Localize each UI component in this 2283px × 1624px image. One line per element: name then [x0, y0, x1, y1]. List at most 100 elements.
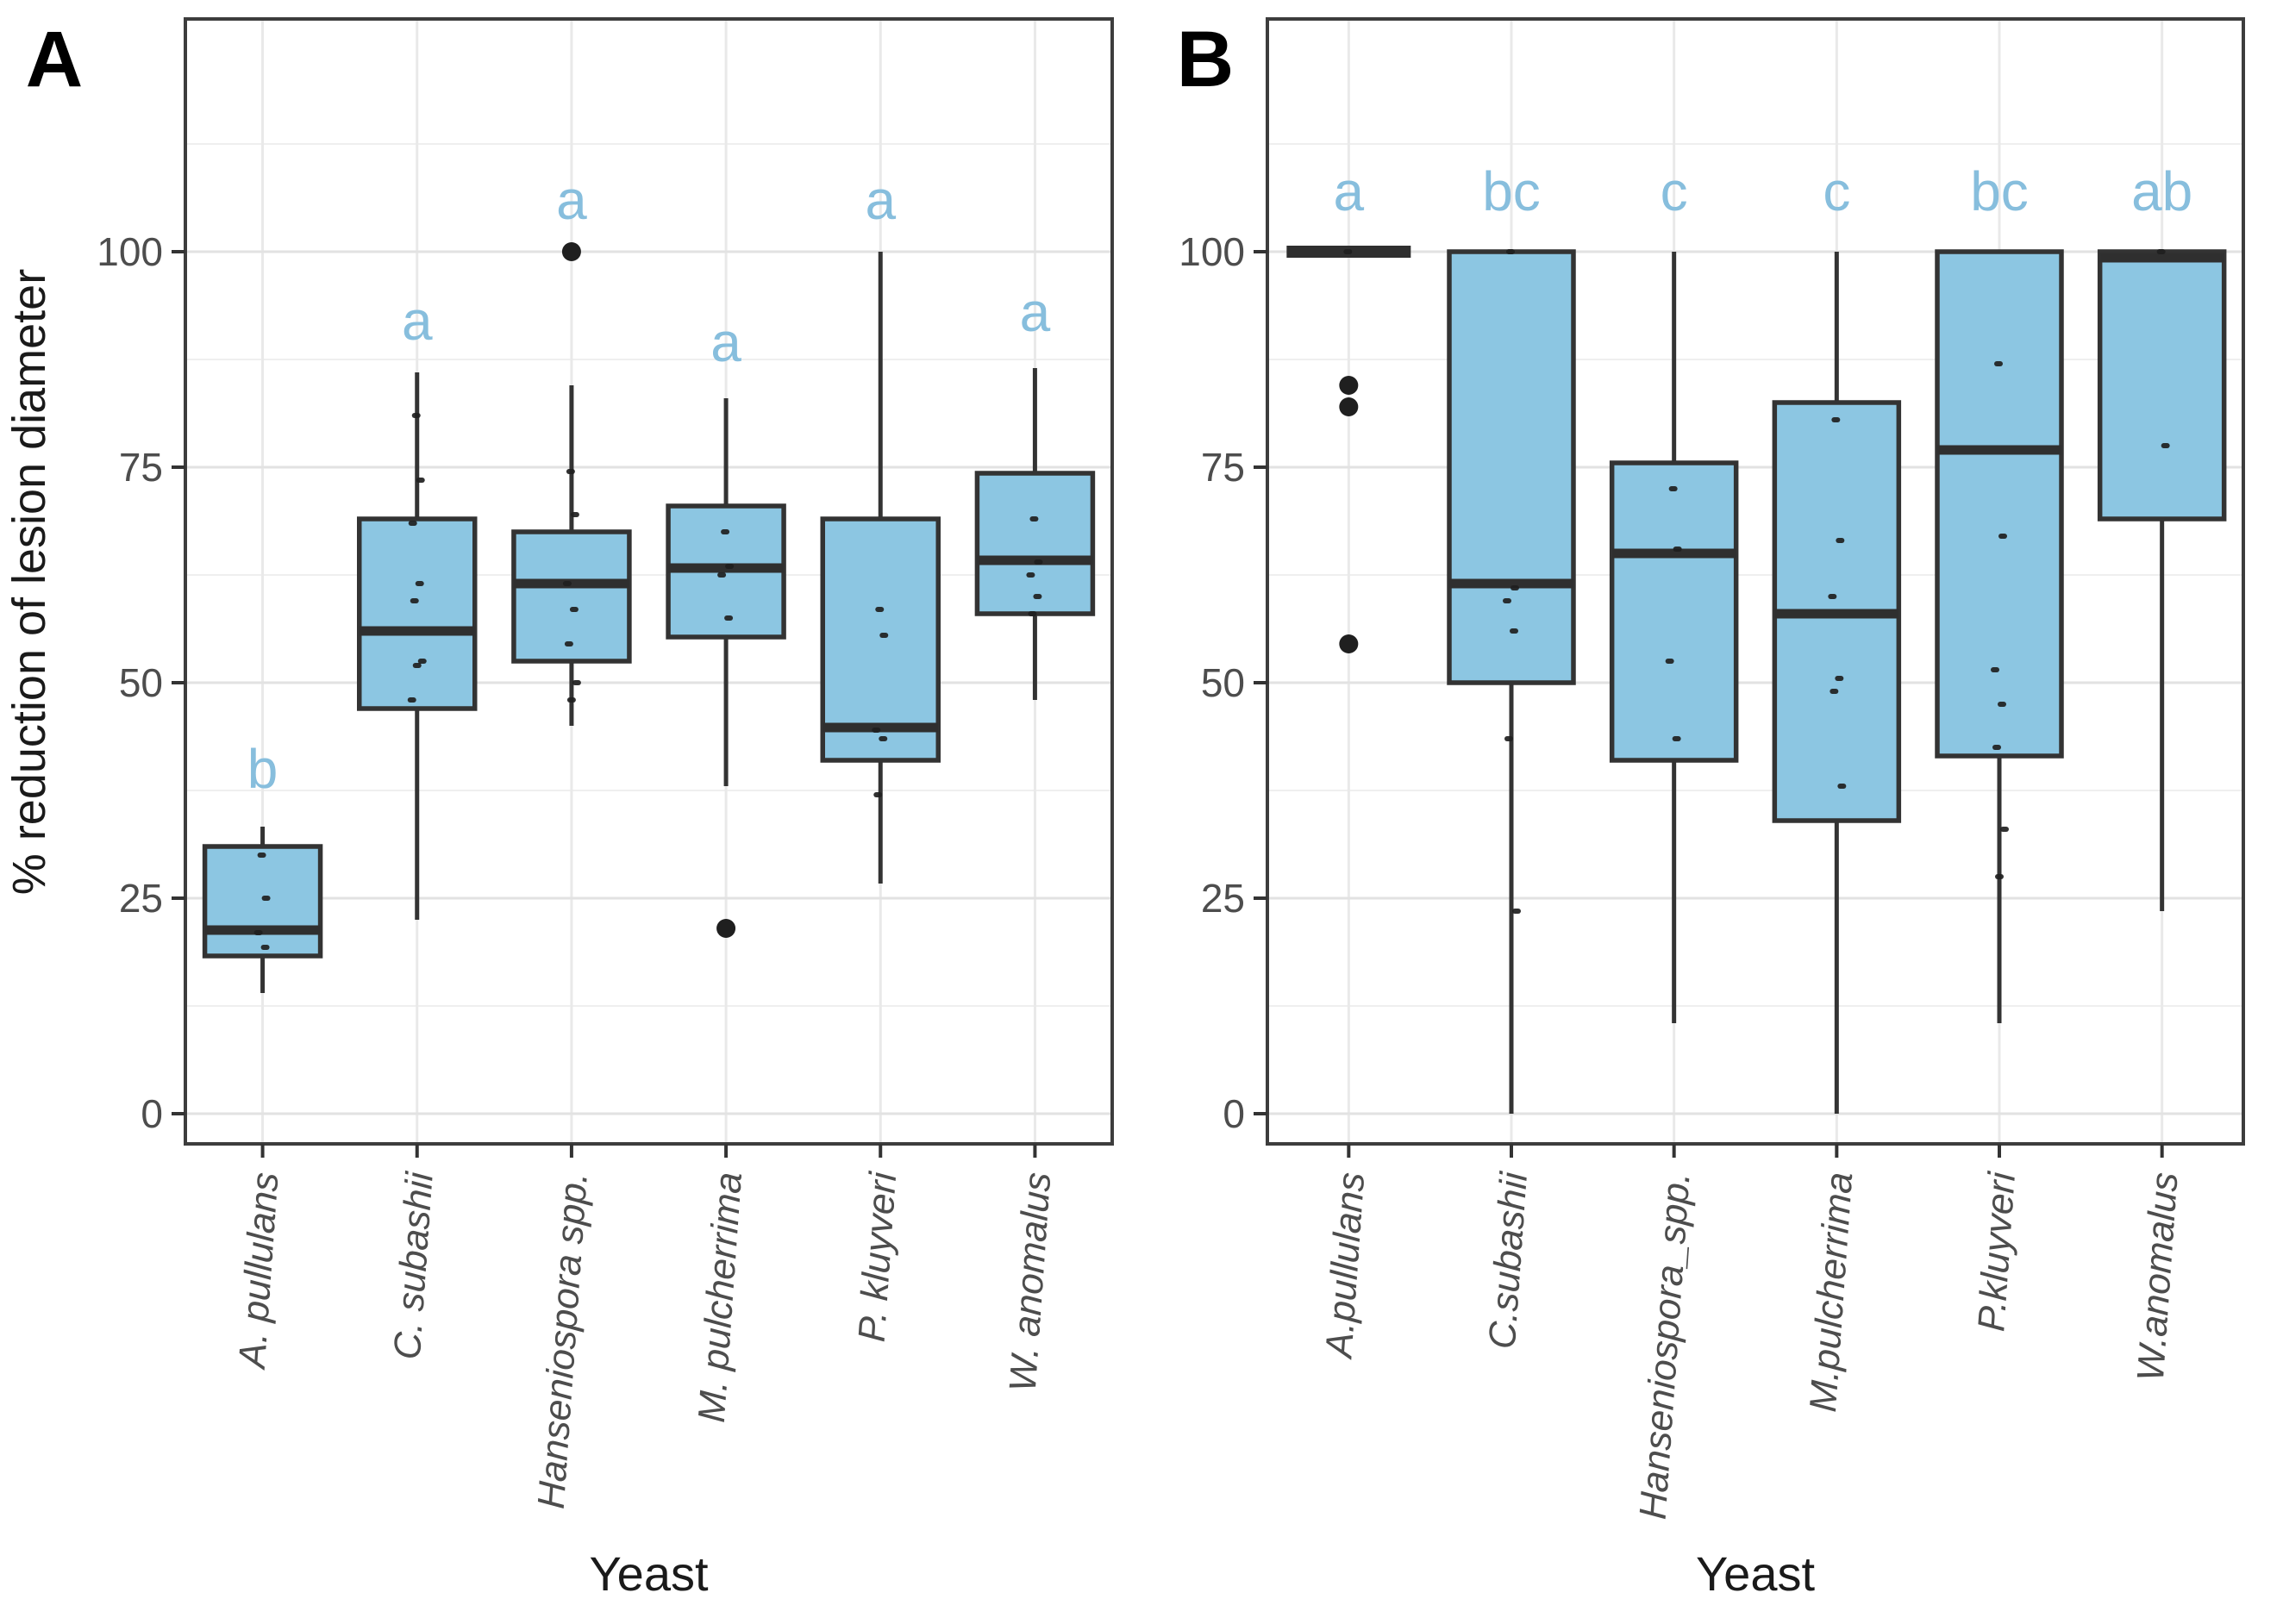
- significance-letter: b: [247, 738, 278, 800]
- box-iqr: [2097, 249, 2227, 522]
- x-tick-label: M. pulcherrima: [691, 1171, 750, 1424]
- jitter-point: [725, 564, 735, 569]
- jitter-point: [416, 478, 425, 483]
- boxplot-group-w-anomalus: a: [974, 281, 1096, 700]
- jitter-point: [1029, 516, 1039, 522]
- jitter-point: [564, 641, 573, 646]
- jitter-point: [1830, 689, 1839, 694]
- jitter-point: [417, 659, 427, 664]
- jitter-point: [1504, 736, 1513, 741]
- boxplot-group-m-pulcherrima: c: [1772, 160, 1902, 1114]
- x-tick-label: Hanseniospora spp.: [530, 1171, 596, 1510]
- outlier-dot: [1339, 634, 1359, 653]
- significance-letter: a: [556, 169, 587, 231]
- jitter-point: [257, 853, 266, 858]
- jitter-point: [1033, 594, 1042, 599]
- jitter-point: [879, 736, 888, 741]
- x-tick-label: M.pulcherrima: [1802, 1171, 1861, 1413]
- jitter-point: [562, 581, 572, 586]
- x-tick-label: C.subashii: [1481, 1170, 1536, 1351]
- x-tick-label: C. subashii: [386, 1170, 441, 1361]
- jitter-point: [1506, 249, 1515, 254]
- significance-letter: ab: [2131, 160, 2192, 222]
- jitter-point: [1512, 909, 1521, 914]
- significance-letter: a: [1020, 281, 1051, 343]
- jitter-point: [408, 521, 417, 526]
- panel-tag-A: A: [26, 16, 83, 103]
- jitter-point: [407, 697, 416, 703]
- y-tick-label: 100: [97, 229, 163, 274]
- jitter-point: [253, 930, 263, 935]
- y-tick-label: 25: [119, 876, 163, 921]
- jitter-point: [412, 663, 422, 668]
- box-iqr: [202, 844, 323, 959]
- y-tick-label: 25: [1201, 876, 1245, 921]
- significance-letter: bc: [1970, 160, 2029, 222]
- y-tick-label: 75: [119, 445, 163, 490]
- jitter-point: [2156, 249, 2166, 254]
- jitter-point: [260, 945, 270, 950]
- jitter-point: [410, 598, 419, 603]
- jitter-point: [1026, 572, 1035, 578]
- significance-letter: c: [1823, 160, 1850, 222]
- box-iqr: [1935, 249, 2064, 759]
- jitter-point: [566, 469, 575, 474]
- x-tick-label: P.kluyveri: [1970, 1170, 2023, 1333]
- jitter-point: [1828, 594, 1837, 599]
- boxplot-group-hanseniospora-spp-: a: [511, 169, 632, 726]
- jitter-point: [1998, 534, 2007, 539]
- box-iqr: [1609, 460, 1739, 763]
- jitter-point: [873, 792, 883, 797]
- jitter-point: [2161, 443, 2170, 448]
- jitter-point: [1995, 874, 2004, 879]
- jitter-point: [1665, 659, 1674, 664]
- jitter-point: [411, 413, 421, 418]
- jitter-point: [724, 615, 734, 621]
- boxplot-group-a-pullulans: b: [202, 738, 323, 993]
- x-tick-label: A. pullulans: [231, 1171, 287, 1371]
- outlier-dot: [1339, 397, 1359, 416]
- jitter-point: [1672, 736, 1681, 741]
- jitter-point: [1994, 361, 2003, 366]
- boxplot-group-p-kluyveri: bc: [1935, 160, 2064, 1023]
- y-tick-label: 75: [1201, 445, 1245, 490]
- boxplot-group-m-pulcherrima: a: [666, 311, 786, 938]
- jitter-point: [1831, 417, 1841, 422]
- jitter-point: [1837, 784, 1847, 789]
- jitter-point: [872, 728, 881, 733]
- y-tick-label: 100: [1179, 229, 1245, 274]
- boxplot-group-c-subashii: a: [357, 290, 478, 920]
- box-iqr: [357, 516, 478, 711]
- significance-letter: a: [1334, 160, 1365, 222]
- jitter-point: [879, 633, 889, 638]
- x-tick-label: Hanseniospora_spp.: [1632, 1171, 1698, 1521]
- box-iqr: [820, 516, 941, 763]
- y-tick-label: 50: [1201, 660, 1245, 705]
- jitter-point: [566, 697, 576, 703]
- panel-tag-B: B: [1177, 16, 1234, 103]
- jitter-point: [1998, 702, 2006, 707]
- jitter-point: [1836, 538, 1845, 543]
- box-iqr: [1447, 249, 1576, 685]
- jitter-point: [569, 607, 579, 612]
- y-axis-title: % reduction of lesion diameter: [3, 269, 55, 895]
- significance-letter: a: [710, 311, 741, 373]
- significance-letter: a: [865, 169, 896, 231]
- panel-B: a bc c c bc ab 0 25 50 75 100 A.pullulans C.subashii…: [1177, 16, 2245, 1601]
- outlier-dot: [716, 919, 736, 938]
- y-tick-label: 0: [141, 1091, 163, 1136]
- jitter-point: [1673, 547, 1682, 552]
- y-tick-label: 0: [1223, 1091, 1245, 1136]
- jitter-point: [1034, 559, 1043, 565]
- jitter-point: [875, 607, 885, 612]
- significance-letter: bc: [1482, 160, 1541, 222]
- significance-letter: a: [402, 290, 433, 352]
- jitter-point: [1511, 585, 1519, 590]
- x-tick-label: A.pullulans: [1317, 1171, 1373, 1361]
- jitter-point: [415, 581, 424, 586]
- jitter-point: [570, 512, 579, 517]
- jitter-point: [1343, 249, 1353, 254]
- jitter-point: [1991, 667, 1999, 672]
- boxplot-group-w-anomalus: ab: [2097, 160, 2227, 911]
